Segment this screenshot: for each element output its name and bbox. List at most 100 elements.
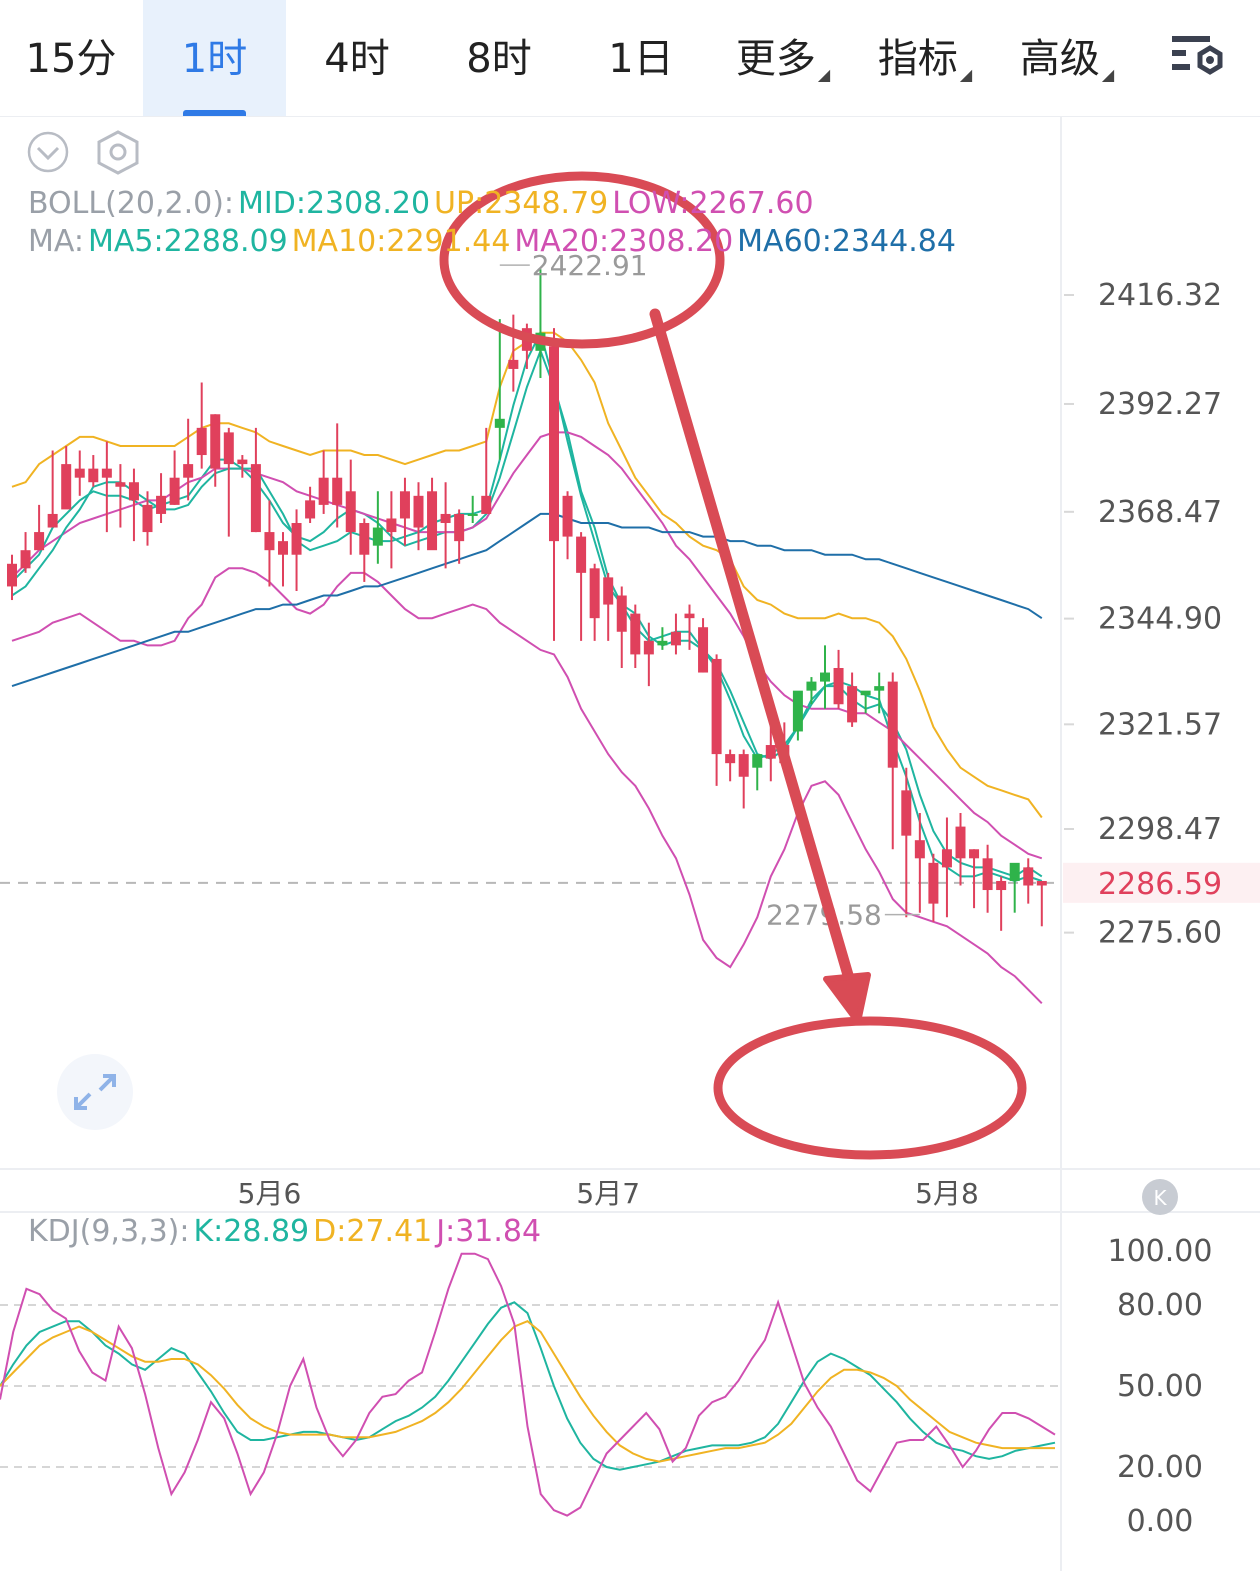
- dropdown-triangle-icon: ◢: [817, 65, 831, 84]
- candle-body: [278, 541, 288, 555]
- candle-body: [413, 495, 424, 528]
- candle-body: [1023, 867, 1034, 886]
- tab-indicators-label: 指标: [877, 36, 958, 82]
- ma-legend: MA: MA5:2288.09 MA10:2291.44 MA20:2308.20 MA…: [28, 224, 960, 259]
- dropdown-triangle-icon: ◢: [1101, 65, 1115, 84]
- kdj-axis-tick-label: 0.00: [1127, 1504, 1194, 1539]
- candle-body: [630, 613, 641, 655]
- candle-body: [101, 468, 112, 478]
- fullscreen-icon[interactable]: [57, 1054, 133, 1130]
- kdj-axis-tick-label: 80.00: [1117, 1288, 1203, 1323]
- timeframe-tabbar: 15分 1时 4时 8时 1日 更多 ◢ 指标 ◢ 高级 ◢: [0, 0, 1260, 117]
- candle-body: [183, 464, 194, 478]
- candle-body: [440, 513, 451, 524]
- candle-body: [657, 640, 668, 646]
- kdj-d: D:27.41: [313, 1214, 433, 1249]
- candle-body: [576, 536, 587, 573]
- candle-body: [549, 346, 559, 542]
- tab-15m[interactable]: 15分: [0, 0, 142, 116]
- candle-body: [427, 491, 438, 551]
- kdj-prefix: KDJ(9,3,3):: [28, 1214, 190, 1249]
- chart-settings-icon[interactable]: [1168, 32, 1228, 84]
- tab-1d-label: 1日: [608, 36, 674, 82]
- annotation-arrow-shaft: [649, 308, 854, 981]
- candle-body: [210, 414, 221, 469]
- tab-1h[interactable]: 1时: [143, 0, 286, 116]
- ma60-value: MA60:2344.84: [737, 224, 956, 259]
- candle-body: [332, 477, 343, 505]
- candle-body: [833, 668, 844, 705]
- candle-body: [128, 482, 139, 501]
- candle-body: [481, 495, 492, 514]
- boll-up: UP:2348.79: [434, 186, 609, 221]
- candle-body: [237, 459, 248, 465]
- candle-body: [305, 500, 316, 519]
- boll-legend: BOLL(20,2.0): MID:2308.20 UP:2348.79 LOW:22…: [28, 186, 818, 221]
- candle-body: [914, 840, 925, 859]
- candle-body: [684, 613, 695, 619]
- kdj-line-j: [0, 1252, 1056, 1517]
- candle-body: [847, 686, 858, 723]
- tab-advanced[interactable]: 高级 ◢: [996, 0, 1138, 116]
- price-axis-tick-label: 2368.47: [1098, 495, 1222, 530]
- candle-body: [169, 477, 180, 505]
- candle-body: [941, 849, 952, 868]
- candle-body: [88, 468, 99, 483]
- boll-mid: MID:2308.20: [238, 186, 431, 221]
- candle-body: [196, 427, 207, 456]
- candle-body: [156, 495, 167, 514]
- tab-4h[interactable]: 4时: [286, 0, 428, 116]
- candle-body: [47, 513, 58, 528]
- candle-body: [345, 491, 356, 533]
- candle-body: [643, 640, 654, 655]
- collapse-icon[interactable]: [27, 131, 69, 173]
- candle-body: [115, 482, 126, 487]
- price-axis-tick-label: 2392.27: [1098, 387, 1222, 422]
- tab-indicators[interactable]: 指标 ◢: [854, 0, 996, 116]
- price-axis-tick-label: 2344.90: [1098, 602, 1222, 637]
- candle-body: [928, 862, 939, 904]
- tab-more[interactable]: 更多 ◢: [712, 0, 854, 116]
- boll-low: LOW:2267.60: [612, 186, 814, 221]
- candle-body: [765, 745, 776, 759]
- candle-body: [996, 880, 1007, 891]
- series-line-up: [11, 331, 1043, 819]
- candle-body: [61, 464, 72, 510]
- candle-body: [20, 550, 31, 569]
- price-axis-tick-label: 2416.32: [1098, 278, 1222, 313]
- candle-body: [74, 468, 85, 478]
- scroll-to-latest-icon[interactable]: K: [1142, 1179, 1178, 1215]
- annotation-circle-top: [439, 171, 725, 349]
- candle-body: [399, 491, 410, 519]
- candle-body: [982, 858, 993, 891]
- indicator-settings-icon[interactable]: [97, 130, 139, 175]
- candle-body: [467, 513, 478, 516]
- candle-body: [142, 504, 153, 533]
- tab-8h[interactable]: 8时: [428, 0, 570, 116]
- candle-body: [616, 595, 627, 632]
- candle-body: [698, 627, 709, 673]
- current-price-label: 2286.59: [1098, 867, 1222, 902]
- boll-prefix: BOLL(20,2.0):: [28, 186, 235, 221]
- series-line-low: [11, 567, 1043, 1005]
- candle-body: [372, 527, 383, 546]
- current-price-tag: [1063, 862, 1260, 903]
- candle-body: [955, 826, 966, 859]
- candle-body: [264, 532, 275, 551]
- tab-advanced-label: 高级: [1019, 36, 1100, 82]
- tab-4h-label: 4时: [324, 36, 390, 82]
- tab-1d[interactable]: 1日: [570, 0, 712, 116]
- kdj-axis-tick-label: 50.00: [1117, 1369, 1203, 1404]
- candle-body: [223, 432, 234, 465]
- candle-body: [589, 568, 600, 619]
- candle-body: [860, 690, 871, 696]
- candle-body: [887, 681, 898, 768]
- price-chart[interactable]: 2416.32 2392.27 2368.47 2344.90 2321.57 2298.…: [0, 117, 1260, 1571]
- candle-body: [34, 532, 45, 551]
- ma10-value: MA10:2291.44: [291, 224, 511, 259]
- candle-body: [670, 631, 681, 646]
- ma5-value: MA5:2288.09: [88, 224, 288, 259]
- series-line-ma5: [11, 329, 1043, 883]
- candle-body: [603, 577, 614, 605]
- high-marker-label: 2422.91: [532, 249, 648, 282]
